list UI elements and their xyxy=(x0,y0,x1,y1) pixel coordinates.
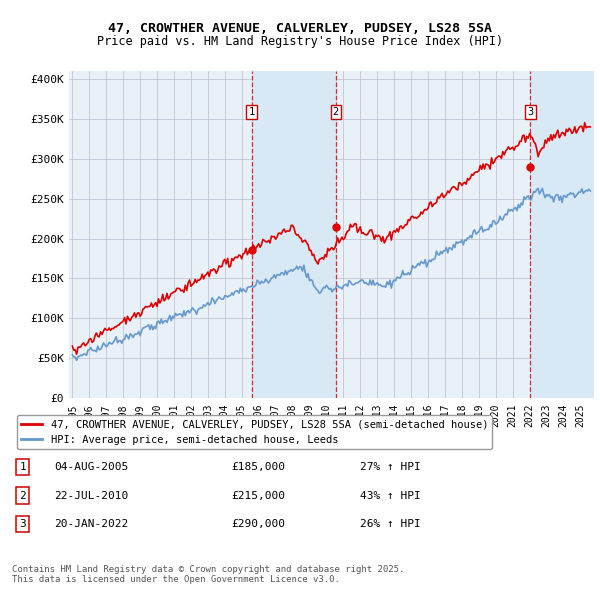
Bar xyxy=(530,71,594,398)
Text: 04-AUG-2005: 04-AUG-2005 xyxy=(54,463,128,472)
Text: 43% ↑ HPI: 43% ↑ HPI xyxy=(360,491,421,500)
Text: 27% ↑ HPI: 27% ↑ HPI xyxy=(360,463,421,472)
Text: 20-JAN-2022: 20-JAN-2022 xyxy=(54,519,128,529)
Text: Price paid vs. HM Land Registry's House Price Index (HPI): Price paid vs. HM Land Registry's House … xyxy=(97,35,503,48)
Text: 3: 3 xyxy=(527,107,533,117)
Text: 26% ↑ HPI: 26% ↑ HPI xyxy=(360,519,421,529)
Text: 1: 1 xyxy=(19,463,26,472)
Bar xyxy=(251,71,336,398)
Text: 47, CROWTHER AVENUE, CALVERLEY, PUDSEY, LS28 5SA: 47, CROWTHER AVENUE, CALVERLEY, PUDSEY, … xyxy=(108,22,492,35)
Text: 1: 1 xyxy=(248,107,254,117)
Text: 2: 2 xyxy=(19,491,26,500)
Text: 2: 2 xyxy=(332,107,339,117)
Text: £215,000: £215,000 xyxy=(231,491,285,500)
Text: Contains HM Land Registry data © Crown copyright and database right 2025.
This d: Contains HM Land Registry data © Crown c… xyxy=(12,565,404,584)
Text: £290,000: £290,000 xyxy=(231,519,285,529)
Text: 3: 3 xyxy=(19,519,26,529)
Text: £185,000: £185,000 xyxy=(231,463,285,472)
Legend: 47, CROWTHER AVENUE, CALVERLEY, PUDSEY, LS28 5SA (semi-detached house), HPI: Ave: 47, CROWTHER AVENUE, CALVERLEY, PUDSEY, … xyxy=(17,415,492,449)
Text: 22-JUL-2010: 22-JUL-2010 xyxy=(54,491,128,500)
